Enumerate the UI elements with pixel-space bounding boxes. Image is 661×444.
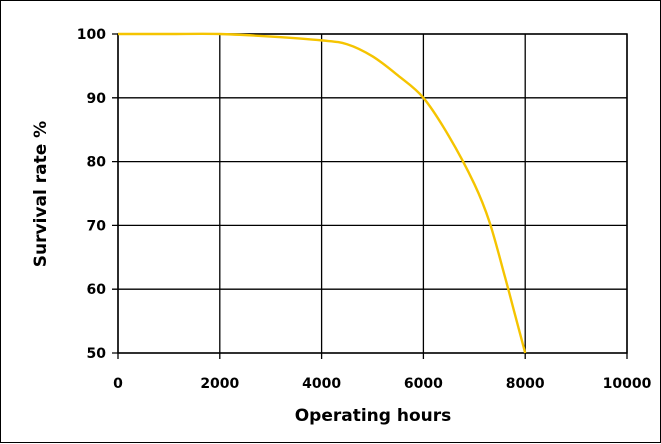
y-tick-label: 70 [87, 218, 107, 234]
plot-area-border [117, 33, 628, 354]
x-tick-label: 4000 [302, 376, 341, 392]
x-tick-label: 10000 [603, 376, 652, 392]
x-tick-label: 6000 [404, 376, 443, 392]
survival-curve [118, 32, 527, 354]
y-tick-label: 80 [87, 155, 107, 171]
tick-labels: 0 2000 4000 6000 8000 10000 50 60 70 80 90 100 [77, 27, 652, 392]
x-tick-label: 8000 [506, 376, 545, 392]
axes [117, 33, 628, 354]
y-tick-label: 50 [87, 346, 107, 362]
x-axis-title: Operating hours [295, 406, 452, 426]
y-axis-title: Survival rate % [31, 121, 51, 267]
series-layer [118, 32, 527, 354]
grid [112, 33, 628, 359]
y-tick-label: 100 [77, 27, 106, 43]
y-tick-label: 60 [87, 282, 107, 298]
x-tick-label: 2000 [200, 376, 239, 392]
y-tick-label: 90 [87, 91, 107, 107]
x-tick-label: 0 [113, 376, 123, 392]
